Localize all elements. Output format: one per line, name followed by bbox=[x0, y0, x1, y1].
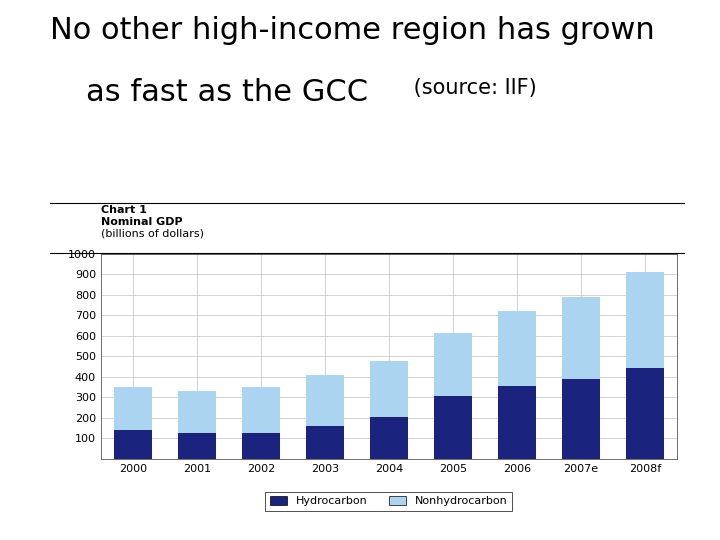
Bar bbox=[369, 417, 408, 459]
Text: No other high-income region has grown: No other high-income region has grown bbox=[50, 16, 655, 45]
Bar bbox=[626, 368, 664, 459]
Bar bbox=[242, 433, 280, 459]
Legend: Hydrocarbon, Nonhydrocarbon: Hydrocarbon, Nonhydrocarbon bbox=[266, 491, 512, 511]
Bar bbox=[114, 430, 152, 459]
Bar bbox=[433, 396, 472, 459]
Bar bbox=[369, 361, 408, 417]
Bar bbox=[114, 387, 152, 430]
Text: Nominal GDP: Nominal GDP bbox=[101, 217, 182, 227]
Bar bbox=[305, 375, 344, 426]
Bar bbox=[242, 387, 280, 433]
Text: as fast as the GCC: as fast as the GCC bbox=[86, 78, 369, 107]
Bar bbox=[178, 392, 216, 433]
Bar bbox=[305, 426, 344, 459]
Bar bbox=[626, 272, 664, 368]
Text: Chart 1: Chart 1 bbox=[101, 205, 147, 215]
Bar bbox=[562, 379, 600, 459]
Bar bbox=[498, 386, 536, 459]
Bar bbox=[433, 333, 472, 396]
Text: (billions of dollars): (billions of dollars) bbox=[101, 229, 204, 239]
Bar bbox=[562, 297, 600, 379]
Bar bbox=[178, 433, 216, 459]
Text: (source: IIF): (source: IIF) bbox=[407, 78, 536, 98]
Bar bbox=[498, 311, 536, 386]
